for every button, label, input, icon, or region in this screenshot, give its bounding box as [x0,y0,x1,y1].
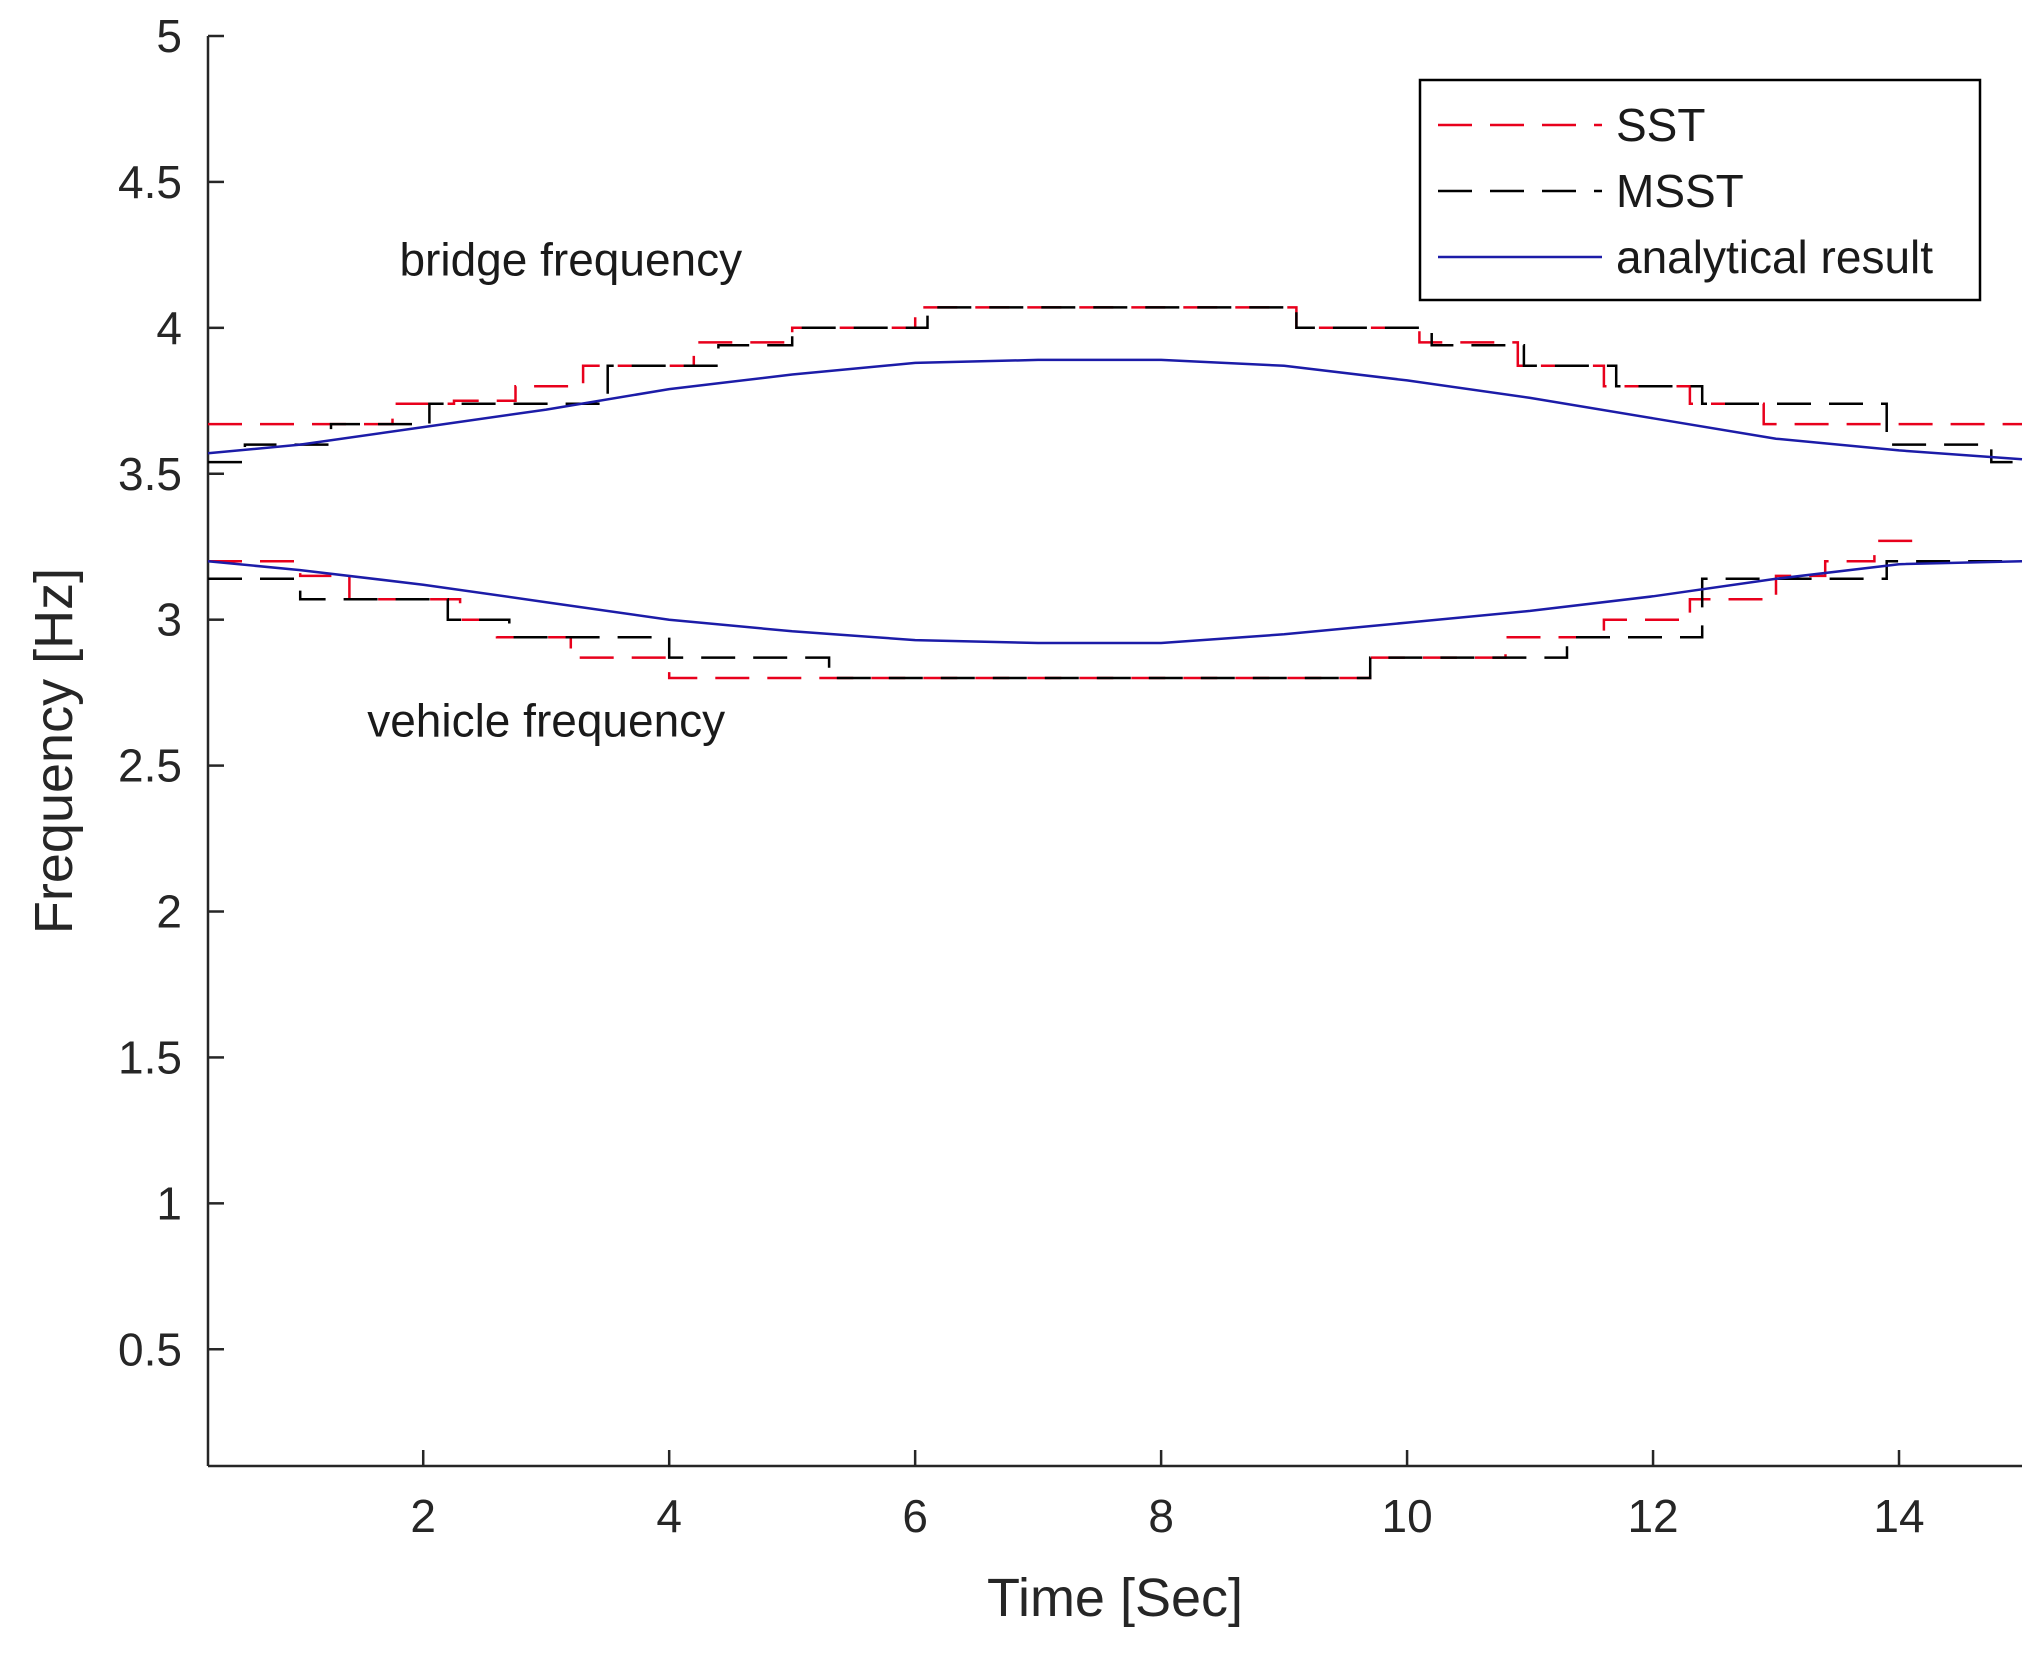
y-tick-label: 2 [156,886,182,938]
y-tick-label: 1 [156,1177,182,1229]
y-tick-label: 2.5 [118,740,182,792]
x-tick-label: 14 [1873,1490,1924,1542]
x-tick-label: 10 [1381,1490,1432,1542]
series-line-msst-3 [208,560,2022,680]
legend: SST MSST analytical result [1418,78,1982,302]
x-tick-label: 2 [410,1490,436,1542]
legend-label-analytical-result: analytical result [1616,231,1933,283]
series-line-analytical-result-5 [207,560,2023,645]
series-group [207,306,2023,680]
y-tick-label: 4.5 [118,156,182,208]
annotation-vehicle-frequency: vehicle frequency [367,694,725,746]
y-tick-label: 4 [156,302,182,354]
series-line-msst-1 [208,306,2022,464]
legend-label-msst: MSST [1616,165,1744,217]
y-tick-label: 3.5 [118,448,182,500]
series-line-analytical-result-4 [207,358,2023,461]
series-line-sst-2 [208,539,1924,680]
x-tick-label: 12 [1627,1490,1678,1542]
y-tick-label: 3 [156,594,182,646]
y-tick-label: 5 [156,10,182,62]
y-tick-label: 0.5 [118,1323,182,1375]
legend-label-sst: SST [1616,99,1705,151]
annotations-group: bridge frequency vehicle frequency [367,233,742,746]
x-tick-label: 6 [902,1490,928,1542]
series-line-sst-0 [208,306,2022,426]
x-tick-label: 4 [656,1490,682,1542]
annotation-bridge-frequency: bridge frequency [399,233,742,285]
y-tick-label: 1.5 [118,1031,182,1083]
x-tick-label: 8 [1148,1490,1174,1542]
axes-frame [206,36,2022,1468]
y-axis-title: Frequency [Hz] [24,568,84,934]
x-axis-title: Time [Sec] [987,1568,1243,1628]
ticks-group: 2 4 6 8 10 12 14 0.5 1 1.5 2 2.5 3 3.5 4 4.5 5 Time [Sec]… [24,10,1925,1628]
